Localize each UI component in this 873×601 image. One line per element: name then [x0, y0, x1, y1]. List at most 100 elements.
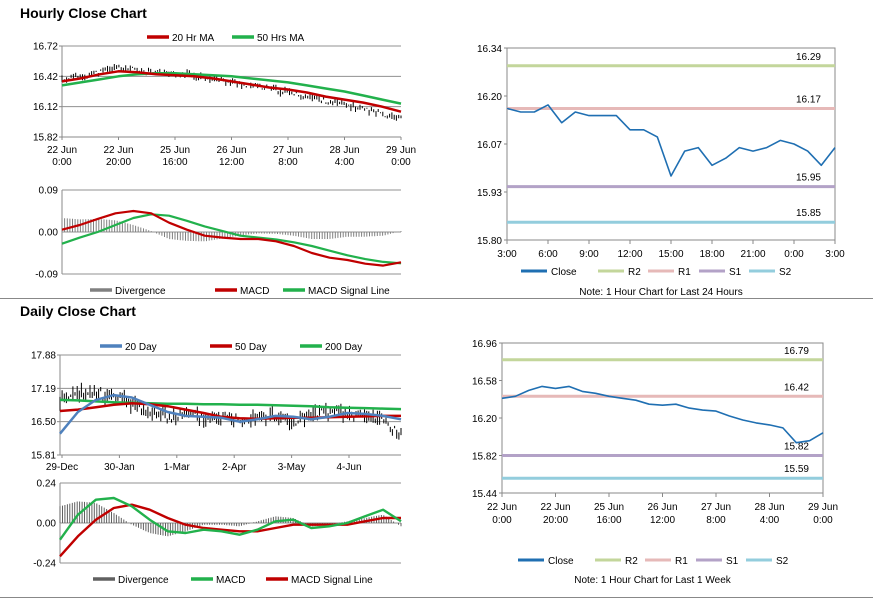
hourly-price-ytick-label: 16.72 [33, 42, 58, 53]
daily-macd-legend-label: Divergence [118, 575, 169, 586]
daily-levels-xtick-label: 28 Jun [754, 502, 784, 513]
daily-macd-ytick-label: 0.00 [37, 519, 57, 530]
daily-levels-xtick-label: 22 Jun [540, 502, 570, 513]
daily-price-xtick-label: 3-May [278, 462, 306, 473]
daily-levels-note: Note: 1 Hour Chart for Last 1 Week [574, 575, 732, 586]
hourly-levels-plot-frame [506, 47, 836, 241]
daily-levels-xtick-label: 25 Jun [594, 502, 624, 513]
section-divider [0, 298, 873, 299]
hourly-levels-legend-label: R1 [678, 267, 691, 278]
hourly-price-xtick-label: 12:00 [219, 157, 244, 168]
daily-levels-xtick-label: 22 Jun [487, 502, 517, 513]
daily-macd-ytick-label: 0.24 [37, 479, 57, 490]
daily-price-legend-label: 200 Day [325, 342, 362, 353]
hourly-levels-xtick-label: 9:00 [579, 249, 599, 260]
daily-levels-xtick-label: 20:00 [543, 515, 568, 526]
hourly-levels-xtick-label: 15:00 [658, 249, 683, 260]
daily-levels-xtick-label: 26 Jun [647, 502, 677, 513]
daily-levels-xtick-label: 0:00 [492, 515, 512, 526]
hourly-price-xtick-label: 25 Jun [160, 145, 190, 156]
hourly-price-xtick-label: 4:00 [335, 157, 355, 168]
daily-macd-ytick-label: -0.24 [33, 559, 56, 570]
hourly-levels-xtick-label: 0:00 [784, 249, 804, 260]
hourly-levels-ytick-label: 16.34 [477, 44, 502, 55]
hourly-price-xtick-label: 16:00 [162, 157, 187, 168]
daily-levels-xtick-label: 12:00 [650, 515, 675, 526]
daily-ma50-line [59, 402, 401, 421]
daily-macd-legend-label: MACD Signal Line [291, 575, 373, 586]
daily-levels-level-label-r1: 16.42 [784, 382, 809, 393]
hourly-price-xtick-label: 22 Jun [103, 145, 133, 156]
daily-levels-legend-label: S2 [776, 556, 789, 567]
daily-price-legend-label: 50 Day [235, 342, 267, 353]
hourly-price-ytick-label: 15.82 [33, 133, 58, 144]
hourly-levels-ytick-label: 16.20 [477, 92, 502, 103]
hourly-ma20-line [61, 70, 402, 113]
hourly-levels-note: Note: 1 Hour Chart for Last 24 Hours [579, 287, 742, 298]
hourly-macd-line [61, 209, 402, 267]
daily-price-legend-label: 20 Day [125, 342, 157, 353]
hourly-macd-legend-label: MACD [240, 286, 269, 297]
hourly-price-xtick-label: 28 Jun [329, 145, 359, 156]
daily-price-xtick-label: 29-Dec [46, 462, 78, 473]
hourly-levels-ytick-label: 15.80 [477, 236, 502, 247]
daily-levels-legend-label: Close [548, 556, 574, 567]
hourly-levels-legend-label: Close [551, 267, 577, 278]
hourly-levels-close-line [506, 104, 836, 177]
hourly-price-xtick-label: 26 Jun [216, 145, 246, 156]
hourly-section-title: Hourly Close Chart [20, 5, 147, 21]
daily-levels-xtick-label: 16:00 [596, 515, 621, 526]
daily-macd-line [59, 496, 402, 541]
hourly-price-xtick-label: 29 Jun [386, 145, 416, 156]
daily-levels-ytick-label: 15.44 [472, 489, 497, 500]
daily-price-xtick-label: 30-Jan [104, 462, 135, 473]
daily-ma20-line [59, 393, 402, 435]
hourly-price-xtick-label: 20:00 [106, 157, 131, 168]
hourly-levels-level-label-r1: 16.17 [796, 94, 821, 105]
daily-levels-close-line [501, 385, 824, 444]
hourly-macd-ytick-label: 0.00 [39, 228, 59, 239]
daily-levels-xtick-label: 4:00 [760, 515, 780, 526]
daily-levels-xtick-label: 29 Jun [808, 502, 838, 513]
hourly-macd-signal-line [61, 213, 402, 265]
daily-levels-level-label-s1: 15.82 [784, 442, 809, 453]
bottom-divider [0, 597, 873, 598]
daily-price-ytick-label: 16.50 [31, 417, 56, 428]
hourly-price-legend-label: 50 Hrs MA [257, 33, 305, 44]
daily-levels-legend-label: S1 [726, 556, 739, 567]
hourly-levels-xtick-label: 21:00 [740, 249, 765, 260]
hourly-price-xtick-label: 0:00 [52, 157, 72, 168]
hourly-levels-legend-label: R2 [628, 267, 641, 278]
daily-levels-ytick-label: 16.96 [472, 339, 497, 350]
daily-levels-level-label-r2: 16.79 [784, 346, 809, 357]
daily-price-xtick-label: 2-Apr [222, 462, 247, 473]
daily-price-ytick-label: 17.88 [31, 351, 56, 362]
daily-levels-ytick-label: 16.58 [472, 377, 497, 388]
hourly-levels-ytick-label: 16.07 [477, 140, 502, 151]
daily-price-xtick-label: 4-Jun [336, 462, 361, 473]
hourly-macd-legend-label: MACD Signal Line [308, 286, 390, 297]
hourly-price-ytick-label: 16.42 [33, 72, 58, 83]
daily-levels-plot-frame [501, 342, 824, 494]
hourly-macd-ytick-label: -0.09 [35, 270, 58, 281]
hourly-levels-xtick-label: 3:00 [497, 249, 517, 260]
hourly-macd-legend-label: Divergence [115, 286, 166, 297]
hourly-price-xtick-label: 27 Jun [273, 145, 303, 156]
daily-levels-legend-label: R1 [675, 556, 688, 567]
daily-section-title: Daily Close Chart [20, 303, 136, 319]
hourly-levels-level-label-r2: 16.29 [796, 52, 821, 63]
hourly-levels-xtick-label: 12:00 [617, 249, 642, 260]
daily-price-ytick-label: 15.81 [31, 451, 56, 462]
daily-levels-xtick-label: 0:00 [813, 515, 833, 526]
hourly-price-legend-label: 20 Hr MA [172, 33, 215, 44]
daily-ma200-line [59, 398, 402, 411]
hourly-price-ytick-label: 16.12 [33, 102, 58, 113]
daily-levels-xtick-label: 8:00 [706, 515, 726, 526]
daily-price-bars [59, 382, 402, 440]
daily-price-xtick-label: 1-Mar [164, 462, 191, 473]
daily-levels-ytick-label: 16.20 [472, 414, 497, 425]
daily-macd-legend-label: MACD [216, 575, 245, 586]
hourly-levels-xtick-label: 6:00 [538, 249, 558, 260]
daily-levels-level-label-s2: 15.59 [784, 464, 809, 475]
hourly-levels-legend-label: S2 [779, 267, 792, 278]
